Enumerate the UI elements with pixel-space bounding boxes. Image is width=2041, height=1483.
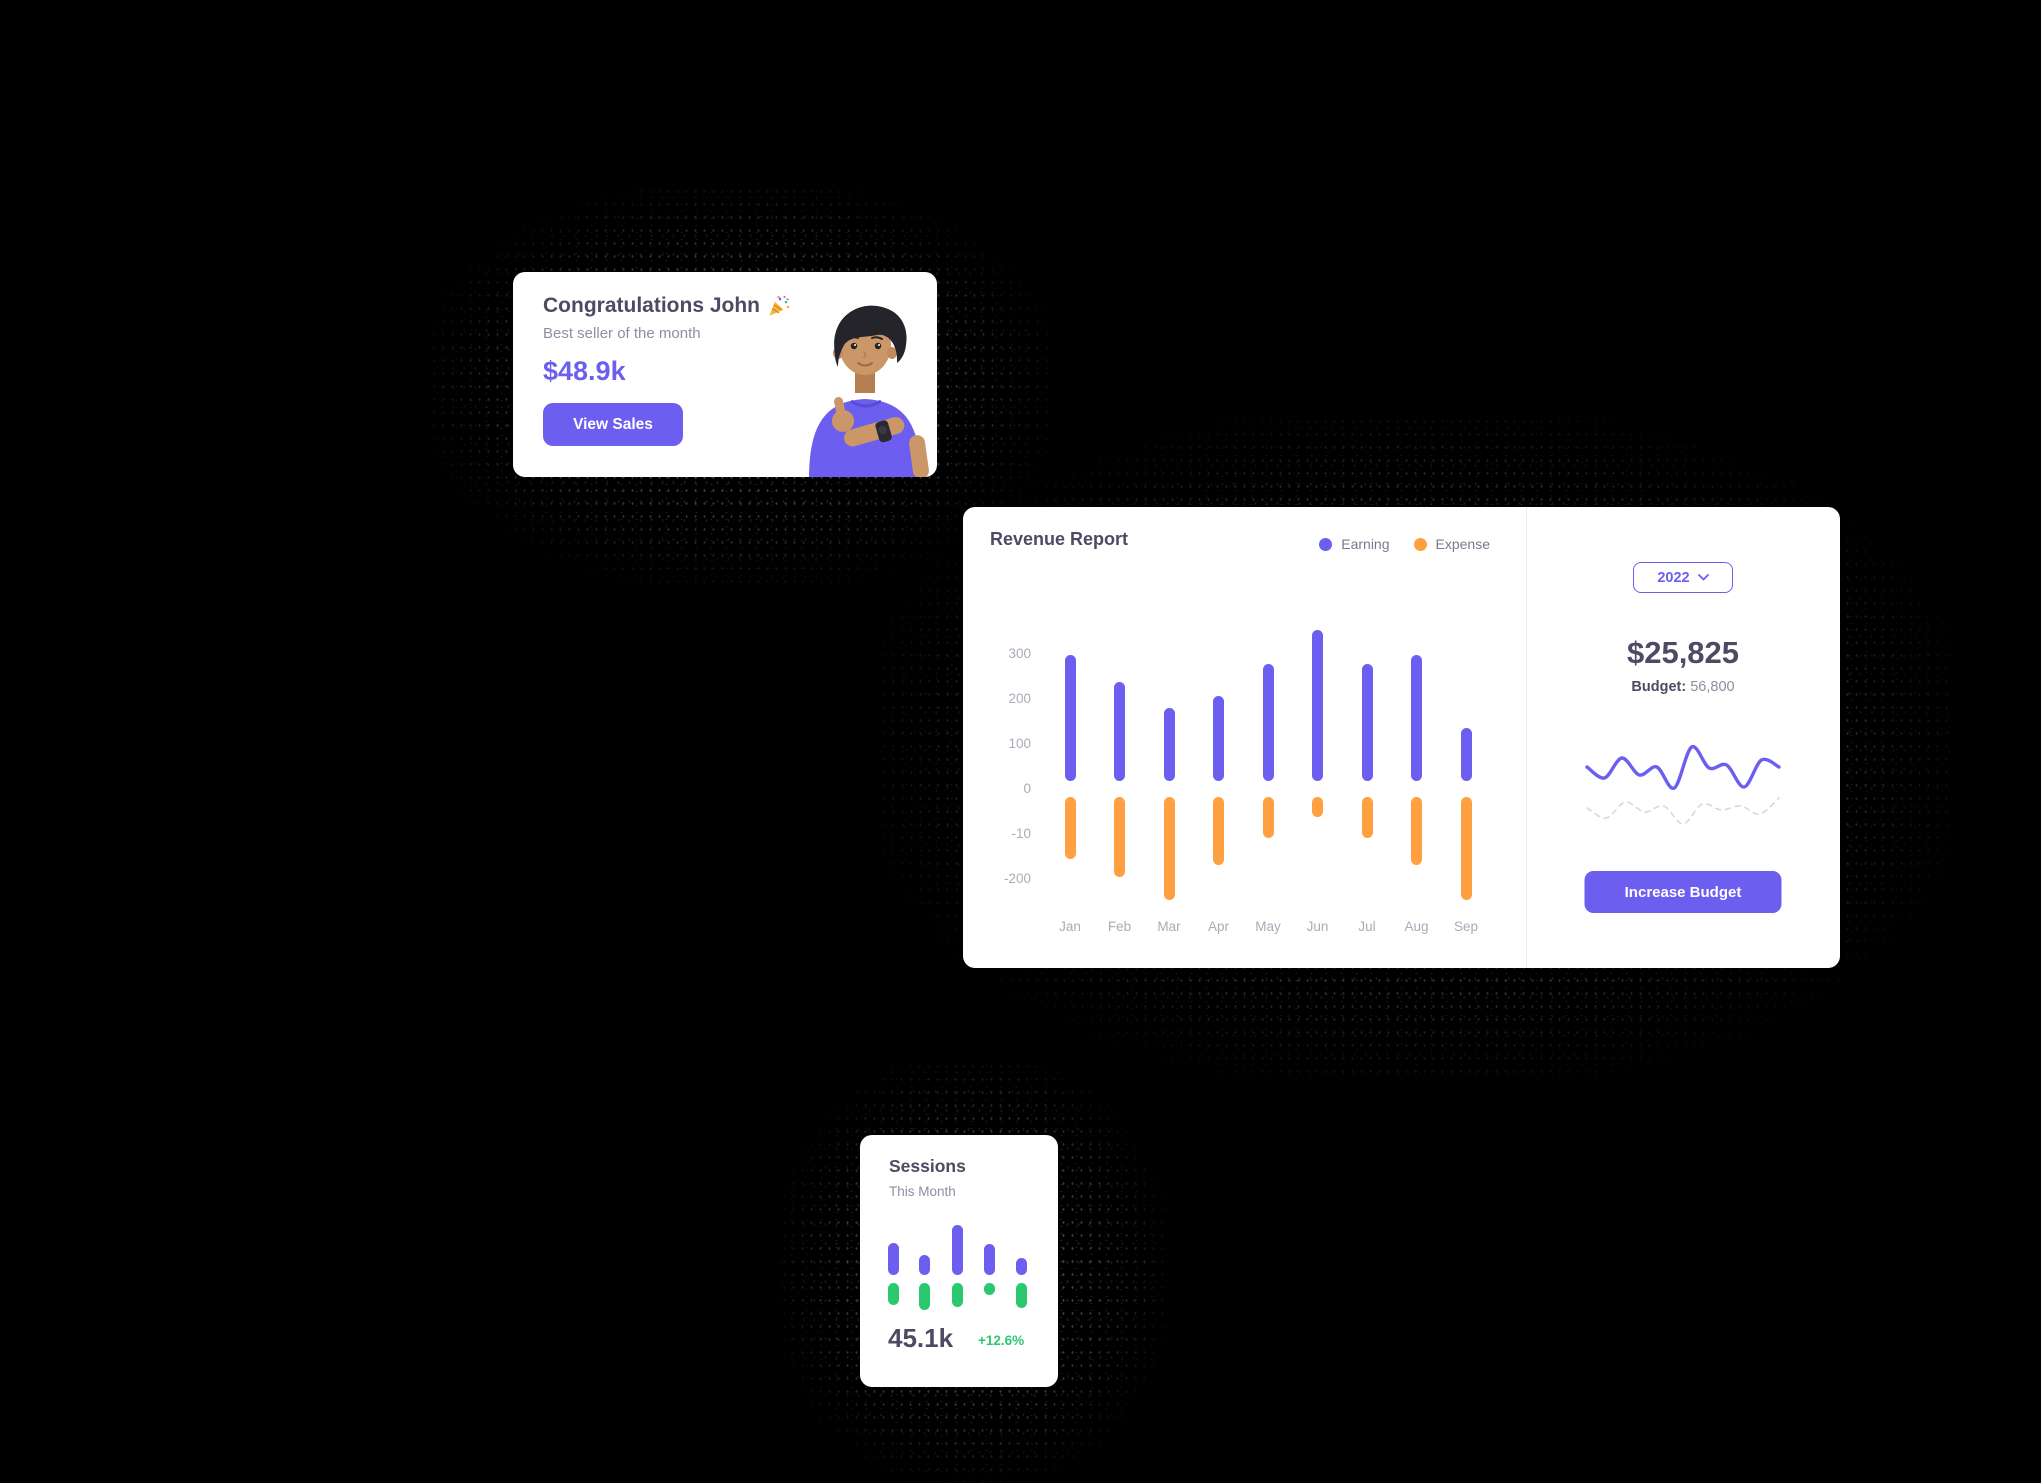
view-sales-button[interactable]: View Sales xyxy=(543,403,683,446)
bar-expense xyxy=(1312,797,1323,818)
sessions-title: Sessions xyxy=(889,1156,966,1176)
vertical-divider xyxy=(1526,507,1527,968)
x-axis-label: Jul xyxy=(1358,919,1376,934)
bar-earning xyxy=(1163,707,1175,781)
sessions-value: 45.1k xyxy=(888,1323,954,1353)
budget-section: 2022 $25,825 Budget: 56,800 Increase Bud… xyxy=(1526,507,1840,968)
x-axis-label: Feb xyxy=(1107,919,1132,934)
budget-amount: $25,825 xyxy=(1626,635,1740,670)
y-axis-label: -200 xyxy=(1003,871,1031,886)
legend-label: Expense xyxy=(1435,536,1490,552)
revenue-title: Revenue Report xyxy=(990,529,1129,549)
bar-expense xyxy=(1460,797,1472,900)
increase-budget-button[interactable]: Increase Budget xyxy=(1584,871,1782,913)
year-label: 2022 xyxy=(1657,569,1690,586)
x-axis-label: Jun xyxy=(1306,919,1329,934)
revenue-bar-chart: Jan Feb Mar Apr May Jun Jul Aug Sep 300 200 100 0 -10… xyxy=(963,507,1526,968)
bar-expense xyxy=(1213,797,1224,866)
bar-expense xyxy=(1262,797,1274,838)
sessions-subtitle: This Month xyxy=(889,1184,956,1199)
bar-earning xyxy=(1312,629,1323,781)
budget-value: 56,800 xyxy=(1690,679,1735,695)
x-axis-label: May xyxy=(1255,919,1281,934)
revenue-report-card: Revenue Report Earning Expense Jan Feb Mar A… xyxy=(963,507,1840,968)
legend-item: Expense xyxy=(1413,536,1490,552)
chevron-down-icon xyxy=(1697,574,1709,581)
sparkline-current xyxy=(1585,745,1781,790)
x-axis-label: Sep xyxy=(1453,919,1479,934)
y-axis-label: 300 xyxy=(1008,646,1031,661)
person-illustration xyxy=(809,305,929,477)
congratulations-card: Congratulations John Best seller of the … xyxy=(513,272,937,477)
budget-line: Budget: 56,800 xyxy=(1526,679,1840,695)
bar-expense xyxy=(1163,797,1175,900)
sessions-bar-top xyxy=(983,1244,995,1275)
bar-earning xyxy=(1114,682,1125,781)
revenue-chart-section: Revenue Report Earning Expense Jan Feb Mar A… xyxy=(963,507,1526,968)
year-dropdown[interactable]: 2022 xyxy=(1633,562,1733,593)
sessions-bar-top xyxy=(1015,1258,1027,1275)
sparkline-budget xyxy=(1586,797,1780,825)
congrats-title: Congratulations John xyxy=(543,294,760,317)
bar-expense xyxy=(1361,797,1373,838)
bar-earning xyxy=(1460,728,1472,781)
sessions-bar-bottom xyxy=(887,1283,899,1305)
y-axis-label: 100 xyxy=(1008,736,1031,751)
bar-earning xyxy=(1213,696,1224,781)
chart-legend: Earning Expense xyxy=(1319,536,1490,552)
sessions-bar-bottom xyxy=(951,1283,963,1307)
sessions-bar-top xyxy=(918,1255,930,1275)
sessions-mini-chart xyxy=(860,1135,1058,1387)
x-axis-label: Apr xyxy=(1207,919,1229,934)
sessions-bar-top xyxy=(951,1225,963,1275)
bar-expense xyxy=(1411,797,1422,866)
y-axis-label: 200 xyxy=(1008,691,1031,706)
budget-label: Budget: xyxy=(1631,679,1687,695)
bar-earning xyxy=(1361,664,1373,781)
sessions-bar-bottom xyxy=(983,1283,995,1295)
legend-dot xyxy=(1413,537,1427,551)
bar-earning xyxy=(1262,664,1274,781)
bar-expense xyxy=(1114,797,1125,877)
legend-item: Earning xyxy=(1319,536,1390,552)
sessions-bar-top xyxy=(887,1243,899,1275)
x-axis-label: Mar xyxy=(1157,919,1181,934)
y-axis-label: 0 xyxy=(1023,781,1031,796)
party-popper-icon xyxy=(769,295,790,316)
x-axis-label: Jan xyxy=(1059,919,1081,934)
sessions-bar-bottom xyxy=(918,1283,930,1310)
y-axis-label: -10 xyxy=(1011,826,1031,841)
bar-expense xyxy=(1064,797,1076,859)
budget-sparkline xyxy=(1585,745,1781,825)
legend-label: Earning xyxy=(1341,536,1390,552)
x-axis-label: Aug xyxy=(1404,919,1429,934)
congrats-title-row: Congratulations John xyxy=(543,294,791,318)
congrats-amount: $48.9k xyxy=(543,356,626,386)
bar-earning xyxy=(1411,654,1422,781)
bar-earning xyxy=(1064,654,1076,781)
legend-dot xyxy=(1319,537,1333,551)
sessions-delta: +12.6% xyxy=(978,1333,1025,1348)
congrats-subtitle: Best seller of the month xyxy=(543,325,701,342)
sessions-bar-bottom xyxy=(1015,1283,1027,1308)
sessions-card: Sessions This Month 45.1k +12.6% xyxy=(860,1135,1058,1387)
